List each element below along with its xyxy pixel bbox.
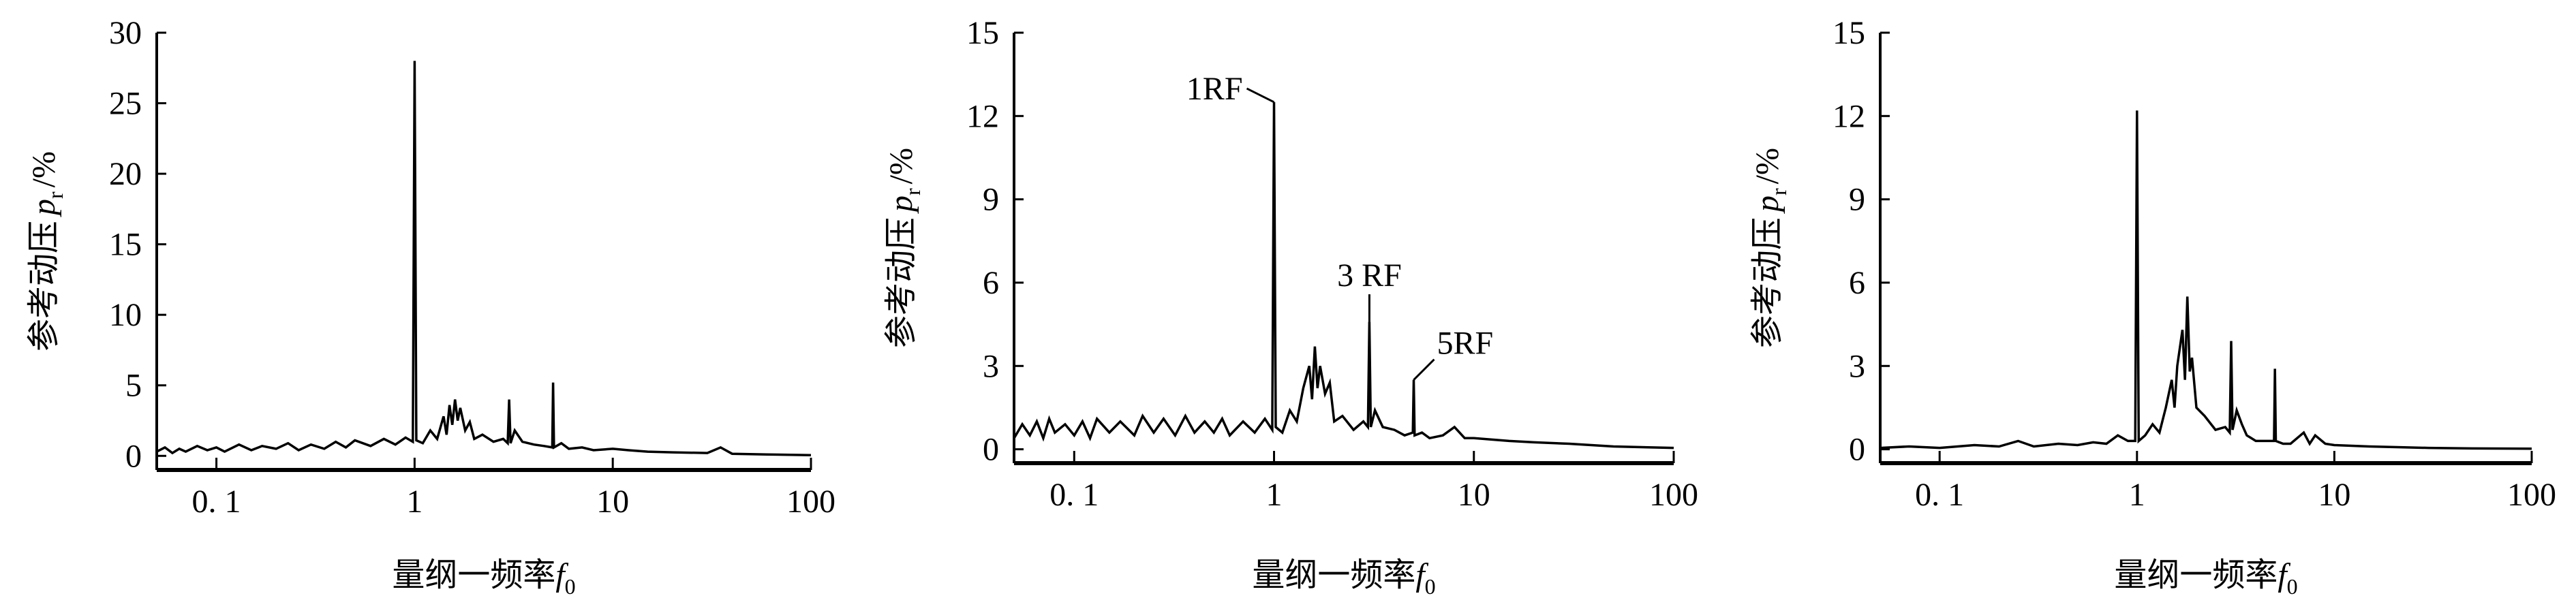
x-tick-label: 0. 1 (192, 484, 241, 520)
y-label-var: p (26, 199, 62, 217)
y-axis-label: 参考动压 pr /% (1749, 148, 1791, 348)
x-axis-label: 量纲一频率f0 (2114, 557, 2297, 599)
y-tick-label: 10 (109, 297, 142, 333)
y-tick-label: 15 (1833, 15, 1865, 51)
annotation: 3 RF (1337, 257, 1402, 294)
y-label-sub: r (43, 191, 67, 199)
y-tick-label: 12 (1833, 98, 1865, 134)
y-tick-label: 5 (125, 368, 142, 404)
y-label-text: 参考动压 (883, 217, 919, 348)
y-label-unit: /% (1749, 148, 1785, 184)
x-tick-label: 0. 1 (1915, 477, 1964, 513)
y-tick-label: 9 (1849, 182, 1865, 218)
y-tick-label: 3 (983, 348, 999, 384)
y-tick-label: 15 (966, 15, 999, 51)
y-label-unit: /% (883, 148, 919, 184)
annotation-leader (1413, 358, 1435, 381)
x-tick-label: 10 (1458, 477, 1490, 513)
y-tick-label: 30 (109, 15, 142, 51)
y-label-sub: r (900, 188, 925, 195)
spectrum-line (1013, 101, 1674, 450)
y-label-var: p (883, 195, 919, 214)
y-tick-label: 6 (983, 265, 999, 301)
y-tick-label: 3 (1849, 348, 1865, 384)
x-tick-label: 0. 1 (1049, 477, 1099, 513)
y-tick-label: 20 (109, 156, 142, 192)
y-label-var: p (1749, 195, 1785, 214)
y-tick-label: 15 (109, 227, 142, 263)
x-tick-label: 1 (2129, 477, 2145, 513)
y-label-unit: /% (26, 151, 62, 187)
x-tick-label: 1 (1266, 477, 1283, 513)
x-tick-label: 100 (1649, 477, 1698, 513)
y-tick-label: 6 (1849, 265, 1865, 301)
y-label-text: 参考动压 (1749, 217, 1785, 348)
x-tick-label: 10 (596, 484, 629, 520)
x-tick-label: 100 (786, 484, 835, 520)
x-label-sub: 0 (2287, 574, 2298, 599)
x-label-sub: 0 (565, 574, 576, 599)
y-axis-label: 参考动压 pr /% (26, 151, 67, 351)
x-tick-label: 1 (406, 484, 423, 520)
y-tick-label: 0 (983, 432, 999, 468)
y-tick-label: 0 (125, 438, 142, 474)
annotation: 5RF (1437, 326, 1493, 362)
annotation: 1RF (1186, 71, 1243, 107)
x-axis-label: 量纲一频率f0 (1252, 557, 1435, 599)
x-label-text: 量纲一频率 (2114, 557, 2278, 593)
x-axis-label: 量纲一频率f0 (392, 557, 575, 599)
y-tick-label: 9 (983, 182, 999, 218)
x-tick-label: 10 (2318, 477, 2350, 513)
y-label-sub: r (1766, 188, 1791, 195)
spectrum-line (1880, 110, 2532, 450)
x-tick-label: 100 (2507, 477, 2556, 513)
x-label-text: 量纲一频率 (1252, 557, 1415, 593)
x-label-text: 量纲一频率 (392, 557, 555, 593)
y-tick-label: 0 (1849, 432, 1865, 468)
y-tick-label: 25 (109, 86, 142, 122)
y-axis-label: 参考动压 pr /% (883, 148, 925, 348)
y-tick-label: 12 (966, 98, 999, 134)
x-label-sub: 0 (1425, 574, 1436, 599)
annotation-leader (1246, 87, 1275, 104)
y-label-text: 参考动压 (26, 221, 62, 351)
spectrum-line (156, 61, 812, 457)
